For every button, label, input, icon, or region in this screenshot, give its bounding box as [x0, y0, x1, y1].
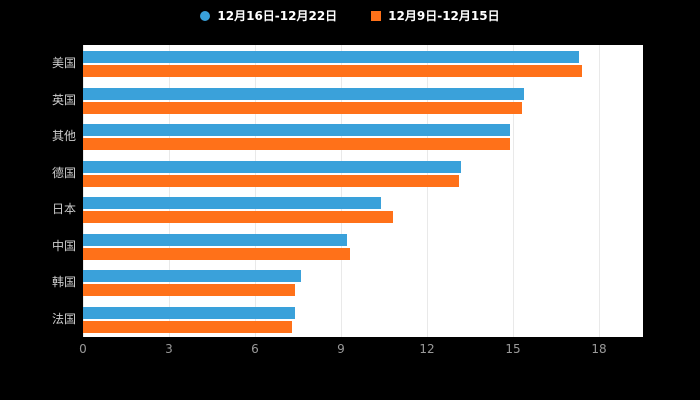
- bar: [83, 306, 296, 319]
- bar: [83, 51, 579, 63]
- bar: [83, 320, 293, 333]
- gridline-18: [599, 45, 600, 337]
- category-label: 美国: [51, 56, 76, 71]
- bar: [83, 65, 582, 77]
- x-tick-label: 0: [79, 342, 87, 356]
- gridline-12: [427, 45, 428, 337]
- x-tick-label: 3: [165, 342, 173, 356]
- legend-label-series1: 12月16日-12月22日: [217, 9, 338, 23]
- bar: [83, 233, 347, 246]
- bar: [83, 211, 393, 223]
- bar: [83, 101, 522, 114]
- bar: [83, 87, 525, 100]
- gridline-3: [169, 45, 170, 337]
- bar: [83, 284, 296, 296]
- gridline-9: [341, 45, 342, 337]
- x-tick-label: 12: [419, 342, 435, 356]
- category-label: 日本: [51, 202, 76, 217]
- bar: [83, 247, 350, 260]
- bar: [83, 174, 459, 187]
- category-label: 英国: [51, 92, 76, 107]
- bar: [83, 124, 511, 136]
- category-label: 中国: [51, 238, 76, 253]
- x-tick-label: 6: [251, 342, 259, 356]
- x-tick-label: 9: [337, 342, 345, 356]
- bar: [83, 160, 462, 173]
- y-axis-category-labels: 美国英国其他德国日本中国韩国法国: [0, 0, 78, 400]
- x-axis-tick-labels: 0 3 6 9 12 15 18: [79, 342, 643, 360]
- x-tick-label: 18: [591, 342, 607, 356]
- bar: [83, 270, 301, 282]
- gridline-0: [83, 45, 84, 337]
- series2-square-marker-icon: [371, 10, 382, 21]
- bar: [83, 197, 382, 209]
- gridline-6: [255, 45, 256, 337]
- category-label: 其他: [51, 129, 76, 144]
- series1-circle-marker-icon: [200, 10, 211, 21]
- legend-item-series2[interactable]: 12月9日-12月15日: [371, 7, 500, 24]
- category-label: 德国: [51, 165, 76, 180]
- category-label: 法国: [51, 311, 76, 326]
- category-label: 韩国: [51, 275, 76, 290]
- x-tick-label: 15: [505, 342, 521, 356]
- gridline-15: [513, 45, 514, 337]
- chart-legend: 12月16日-12月22日 12月9日-12月15日: [0, 7, 700, 24]
- legend-label-series2: 12月9日-12月15日: [388, 9, 500, 23]
- bar: [83, 138, 511, 150]
- plot-area: [83, 45, 643, 337]
- legend-item-series1[interactable]: 12月16日-12月22日: [200, 7, 337, 24]
